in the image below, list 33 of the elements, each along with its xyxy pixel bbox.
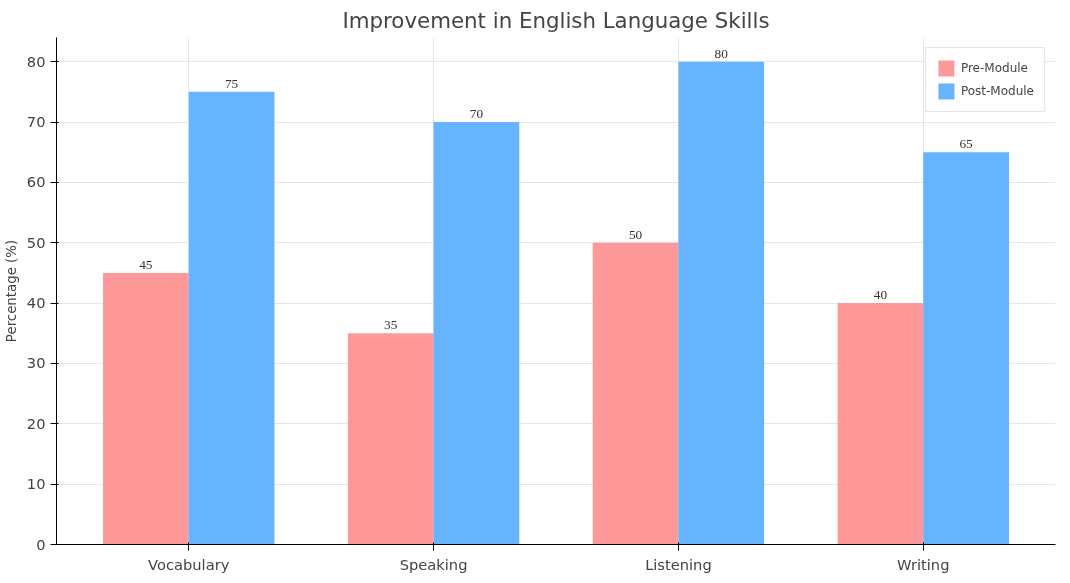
bar [188,91,275,545]
y-tick-label: 80 [26,52,46,70]
legend-label: Pre-Module [960,61,1028,75]
y-tick-label: 50 [26,233,46,251]
data-label: 40 [873,287,888,303]
bar [678,61,765,545]
bar [837,303,924,545]
chart-title: Improvement in English Language Skills [342,7,770,33]
data-label: 70 [469,106,484,121]
data-label: 65 [959,136,974,152]
bar [433,122,520,545]
y-tick-label: 40 [26,294,46,312]
data-label: 80 [714,45,729,61]
data-label: 50 [628,226,643,242]
x-tick-label: Vocabulary [148,555,230,573]
y-tick-label: 60 [26,173,46,191]
y-tick-label: 0 [36,535,46,553]
bar [923,152,1009,545]
y-axis-title: Percentage (%) [3,239,19,343]
y-tick-label: 10 [26,475,46,493]
bar [592,242,679,545]
y-tick-label: 30 [26,354,46,372]
bar [103,272,189,545]
data-label: 75 [224,75,239,91]
x-tick-label: Speaking [399,555,468,573]
x-tick-label: Writing [897,555,950,573]
y-tick-label: 70 [26,113,46,130]
data-label: 45 [139,256,153,272]
legend-label: Post-Module [960,84,1034,98]
x-tick-label: Listening [645,555,712,573]
y-tick-label: 20 [26,414,46,432]
bar [347,333,434,545]
data-label: 35 [384,317,398,333]
